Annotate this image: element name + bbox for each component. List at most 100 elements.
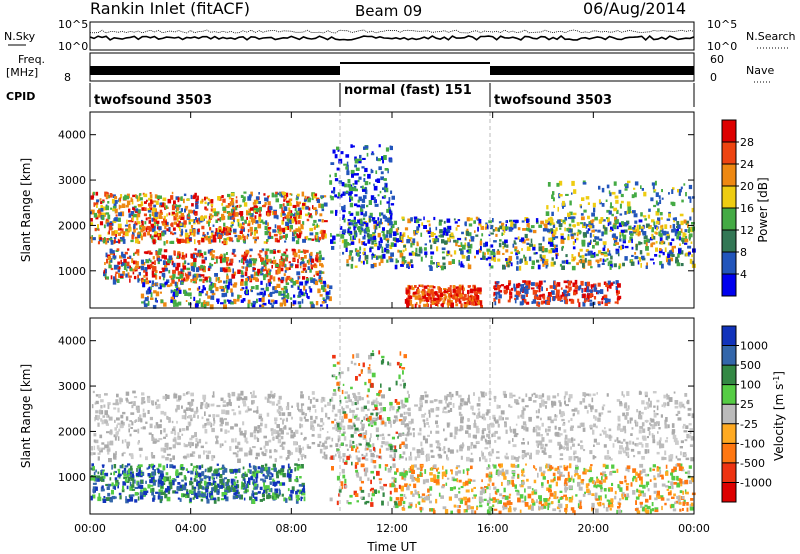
range-gate-cell [586, 285, 589, 291]
range-gate-cell [302, 238, 306, 243]
range-gate-cell [302, 267, 306, 271]
range-gate-cell [308, 258, 310, 263]
range-gate-cell [522, 280, 527, 283]
range-gate-cell [178, 215, 181, 220]
range-gate-cell [450, 232, 454, 237]
range-gate-cell [326, 284, 330, 289]
range-gate-cell [164, 255, 167, 260]
range-gate-cell [261, 257, 265, 261]
range-gate-cell [498, 290, 503, 293]
range-gate-cell [141, 279, 144, 284]
range-gate-cell [248, 194, 252, 198]
range-gate-cell [503, 289, 507, 293]
range-gate-cell [205, 196, 209, 200]
range-gate-cell [187, 262, 190, 265]
range-gate-cell [99, 221, 104, 226]
range-gate-cell [267, 226, 272, 230]
range-gate-cell [171, 275, 175, 281]
range-gate-cell [607, 222, 610, 227]
range-gate-cell [155, 200, 159, 205]
range-gate-cell [293, 229, 297, 233]
range-gate-cell [414, 219, 416, 223]
range-gate-cell [212, 414, 216, 418]
range-gate-cell [365, 414, 368, 417]
range-gate-cell [226, 288, 229, 294]
range-gate-cell [262, 205, 266, 208]
range-gate-cell [603, 430, 607, 435]
range-gate-cell [183, 198, 185, 204]
range-gate-cell [149, 192, 152, 195]
range-gate-cell [253, 229, 256, 233]
range-gate-cell [340, 456, 343, 459]
range-gate-cell [560, 238, 565, 244]
range-gate-cell [260, 417, 264, 422]
range-gate-cell [337, 429, 341, 433]
range-gate-cell [365, 226, 370, 232]
range-gate-cell [132, 216, 134, 221]
range-gate-cell [318, 250, 322, 255]
range-gate-cell [672, 223, 676, 229]
range-gate-cell [650, 197, 654, 202]
range-gate-cell [529, 243, 533, 247]
range-gate-cell [535, 290, 537, 295]
range-gate-cell [320, 203, 324, 209]
range-gate-cell [112, 279, 117, 285]
range-gate-cell [620, 428, 624, 432]
range-gate-cell [128, 428, 130, 433]
range-gate-cell [541, 393, 545, 398]
range-gate-cell [354, 429, 357, 433]
range-gate-cell [290, 264, 293, 268]
range-gate-cell [653, 189, 657, 192]
range-gate-cell [157, 197, 160, 201]
range-gate-cell [126, 399, 129, 403]
range-gate-cell [517, 291, 521, 296]
range-gate-cell [613, 243, 617, 246]
range-gate-cell [584, 405, 588, 409]
range-gate-cell [637, 451, 641, 455]
range-gate-cell [497, 285, 501, 290]
range-gate-cell [373, 235, 377, 240]
range-gate-cell [597, 301, 601, 304]
range-gate-cell [575, 237, 579, 241]
range-gate-cell [688, 196, 692, 199]
range-gate-cell [574, 279, 578, 285]
range-gate-cell [288, 207, 291, 211]
range-gate-cell [595, 425, 598, 429]
range-gate-cell [656, 451, 660, 455]
range-gate-cell [379, 212, 384, 216]
range-gate-cell [97, 228, 100, 231]
range-gate-cell [268, 299, 271, 304]
range-gate-cell [206, 220, 209, 224]
range-gate-cell [443, 227, 446, 230]
range-gate-cell [249, 258, 252, 262]
range-gate-cell [229, 237, 233, 242]
range-gate-cell [148, 289, 152, 294]
range-gate-cell [361, 166, 365, 169]
range-gate-cell [638, 257, 642, 262]
range-gate-cell [585, 299, 588, 302]
range-gate-cell [456, 239, 459, 244]
range-gate-cell [662, 251, 665, 256]
range-gate-cell [90, 236, 93, 239]
range-gate-cell [107, 415, 110, 418]
range-gate-cell [286, 275, 291, 280]
range-gate-cell [390, 242, 394, 247]
range-gate-cell [180, 212, 185, 217]
range-gate-cell [357, 392, 361, 395]
range-gate-cell [680, 228, 683, 233]
range-gate-cell [637, 260, 640, 265]
range-gate-cell [241, 234, 245, 239]
range-gate-cell [226, 237, 229, 241]
range-gate-cell [601, 262, 605, 265]
range-gate-cell [389, 258, 394, 263]
range-gate-cell [584, 392, 587, 398]
range-gate-cell [269, 275, 273, 280]
range-gate-cell [285, 457, 288, 461]
range-gate-cell [636, 228, 639, 233]
range-gate-cell [108, 458, 112, 463]
range-gate-cell [408, 237, 413, 240]
range-gate-cell [548, 230, 552, 234]
range-gate-cell [616, 437, 619, 441]
range-gate-cell [290, 297, 293, 300]
range-gate-cell [564, 440, 568, 446]
